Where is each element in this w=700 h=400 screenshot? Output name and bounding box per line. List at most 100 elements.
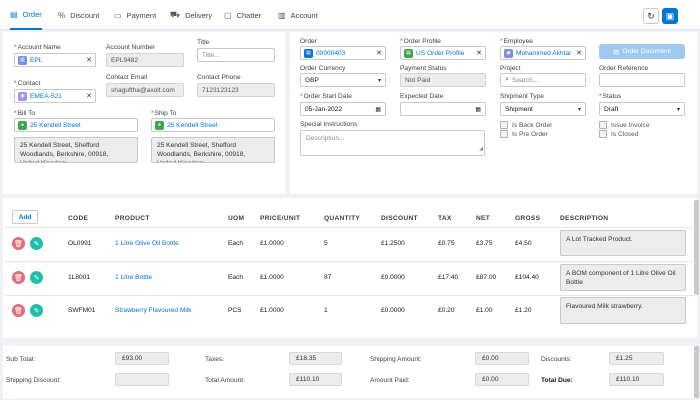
order-profile-value[interactable]: US Order Profile (416, 50, 464, 57)
payment-status-label: Payment Status (400, 65, 447, 72)
title-field[interactable]: Title... (197, 48, 275, 62)
tab-discount[interactable]: % Discount (58, 0, 99, 30)
checkbox-icon[interactable] (500, 121, 508, 129)
is-closed-checkbox[interactable]: Is Closed (599, 130, 639, 138)
special-instructions-field[interactable]: Description... ◢ (300, 130, 485, 156)
edit-row-button[interactable]: ✎ (30, 271, 43, 284)
checkbox-icon[interactable] (599, 121, 607, 129)
checkbox-icon[interactable] (599, 130, 607, 138)
project-label: Project (500, 65, 521, 72)
clear-icon[interactable]: ✕ (86, 56, 92, 64)
clear-icon[interactable]: ✕ (576, 49, 582, 57)
row-discount: £0.0000 (381, 307, 405, 314)
search-icon: ⌕ (505, 76, 509, 84)
row-product-link[interactable]: 1 Litre Bottle (115, 274, 152, 281)
shipment-type-select[interactable]: Shipment ▾ (500, 102, 586, 116)
delete-row-button[interactable]: 🗑 (12, 304, 25, 317)
tab-account[interactable]: ▥ Account (278, 0, 318, 30)
amount-paid-value: £0.00 (475, 373, 529, 386)
location-icon: ● (18, 121, 27, 130)
employee-value[interactable]: Mohammed Akhtar (516, 50, 571, 57)
page-scrollbar[interactable] (694, 346, 699, 398)
calendar-icon[interactable]: ▦ (375, 106, 381, 113)
edit-row-button[interactable]: ✎ (30, 304, 43, 317)
order-lookup[interactable]: ▤ 00000403 ✕ (300, 46, 386, 60)
row-price: £1.0000 (260, 274, 284, 281)
line-items-scrollbar[interactable] (694, 200, 699, 295)
row-description[interactable]: A Lot Tracked Product. (560, 230, 686, 256)
save-button[interactable]: ▣ (662, 8, 678, 24)
add-line-button[interactable]: Add (12, 210, 38, 224)
project-search[interactable]: ⌕ Search... (500, 73, 586, 87)
checkbox-icon[interactable] (500, 130, 508, 138)
shipping-amount-value: £0.00 (475, 352, 529, 365)
clear-icon[interactable]: ✕ (476, 49, 482, 57)
clear-icon[interactable]: ✕ (376, 49, 382, 57)
tab-chatter[interactable]: ▢ Chatter (224, 0, 261, 30)
order-currency-select[interactable]: GBP ▾ (300, 73, 386, 87)
pre-order-checkbox[interactable]: Is Pre Order (500, 130, 548, 138)
contact-value[interactable]: EMEA-521 (30, 93, 62, 100)
row-uom: Each (228, 274, 243, 281)
account-name-value[interactable]: EPL (30, 57, 42, 64)
order-currency-value: GBP (305, 77, 319, 84)
order-profile-lookup[interactable]: ▤ US Order Profile ✕ (400, 46, 486, 60)
employee-lookup[interactable]: ◉ Mohammed Akhtar ✕ (500, 46, 586, 60)
location-icon: ● (155, 121, 164, 130)
contact-lookup[interactable]: ◉ EMEA-521 ✕ (14, 89, 96, 103)
bill-to-lookup[interactable]: ● 25 Kendell Street (14, 118, 138, 132)
trash-icon: 🗑 (14, 240, 23, 248)
back-order-checkbox[interactable]: Is Back Order (500, 121, 552, 129)
order-profile-label: *Order Profile (400, 38, 441, 45)
row-description[interactable]: Flavoured Milk strawberry. (560, 297, 686, 324)
trash-icon: 🗑 (14, 307, 23, 315)
tab-payment[interactable]: ▭ Payment (114, 0, 156, 30)
truck-icon: ⛟ (170, 10, 180, 20)
status-label: *Status (599, 93, 621, 100)
row-product-link[interactable]: Strawberry Flavoured Milk (115, 307, 192, 314)
row-gross: £104.40 (515, 274, 539, 281)
column-header-code: CODE (68, 215, 88, 222)
order-currency-label: Order Currency (300, 65, 345, 72)
delete-row-button[interactable]: 🗑 (12, 271, 25, 284)
total-amount-label: Total Amount: (205, 377, 245, 384)
row-uom: Each (228, 240, 243, 247)
row-tax: £17.40 (438, 274, 458, 281)
row-quantity: 1 (324, 307, 328, 314)
back-order-label: Is Back Order (512, 122, 552, 129)
tab-order[interactable]: ▤ Order (10, 0, 42, 30)
clear-icon[interactable]: ✕ (86, 92, 92, 100)
tab-chatter-label: Chatter (237, 11, 262, 20)
order-start-date-field[interactable]: 05-Jan-2022 ▦ (300, 102, 386, 116)
edit-row-button[interactable]: ✎ (30, 237, 43, 250)
order-document-button[interactable]: ▤ Order Document (599, 44, 685, 59)
column-header-product: PRODUCT (115, 215, 150, 222)
status-select[interactable]: Draft ▾ (599, 102, 685, 116)
account-name-lookup[interactable]: ▥ EPL ✕ (14, 53, 96, 67)
row-price: £1.0000 (260, 307, 284, 314)
taxes-value: £18.35 (289, 352, 342, 365)
order-value[interactable]: 00000403 (316, 50, 345, 57)
row-description[interactable]: A BOM component of 1 Litre Olive Oil Bot… (560, 264, 686, 291)
row-product-link[interactable]: 1 Litre Olive Oil Bottle (115, 240, 179, 247)
document-icon: ▤ (613, 48, 619, 56)
calendar-icon[interactable]: ▦ (475, 106, 481, 113)
contact-phone-label: Contact Phone (197, 74, 241, 81)
refresh-button[interactable]: ↻ (643, 8, 659, 24)
ship-to-lookup[interactable]: ● 25 Kendell Street (151, 118, 275, 132)
column-header-net: NET (476, 215, 490, 222)
tab-delivery[interactable]: ⛟ Delivery (170, 0, 212, 30)
bill-to-value[interactable]: 25 Kendell Street (30, 122, 81, 129)
resize-handle-icon[interactable]: ◢ (479, 145, 483, 154)
expected-date-field[interactable]: ▦ (400, 102, 486, 116)
order-reference-field[interactable] (599, 73, 685, 87)
order-start-date-value: 05-Jan-2022 (305, 106, 342, 113)
total-due-label: Total Due: (541, 377, 573, 384)
issue-invoice-checkbox[interactable]: Issue Invoice (599, 121, 649, 129)
row-code: SWFM01 (68, 307, 95, 314)
delete-row-button[interactable]: 🗑 (12, 237, 25, 250)
special-instructions-placeholder: Description... (306, 135, 344, 142)
issue-invoice-label: Issue Invoice (611, 122, 649, 129)
ship-to-value[interactable]: 25 Kendell Street (167, 122, 218, 129)
discounts-label: Discounts: (541, 356, 572, 363)
